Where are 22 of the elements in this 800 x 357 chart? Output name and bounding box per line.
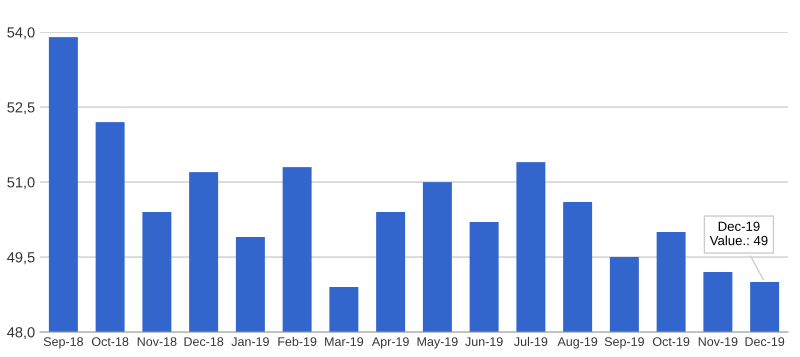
x-tick-label: Sep-19 [604, 337, 644, 349]
y-tick-label: 49,5 [7, 252, 35, 264]
x-tick-label: Sep-18 [44, 337, 83, 349]
x-tick-label: Dec-19 [746, 337, 784, 346]
x-tick-label: Dec-18 [184, 337, 224, 346]
x-tick-label: Jun-19 [465, 337, 503, 346]
y-tick-label: 52,5 [7, 102, 35, 114]
annotation: Dec-19 Value.: 49 [710, 222, 768, 246]
x-tick-label: Apr-19 [372, 337, 409, 349]
x-tick-label: Mar-19 [325, 337, 364, 346]
x-tick-label: Feb-19 [278, 336, 316, 346]
x-tick-label: Oct-18 [92, 337, 128, 346]
y-tick-label: 51,0 [7, 177, 35, 190]
y-tick-label: 48,0 [7, 327, 35, 340]
y-tick-label: 54,0 [7, 27, 35, 40]
x-tick-label: Jul-19 [514, 336, 548, 346]
x-tick-label: Nov-19 [698, 337, 738, 346]
x-tick-label: Aug-19 [558, 337, 598, 349]
x-tick-label: May-19 [418, 337, 458, 349]
x-tick-label: Oct-19 [652, 337, 690, 346]
x-tick-label: Nov-18 [138, 337, 176, 346]
x-tick-label: Jan-19 [231, 337, 269, 346]
